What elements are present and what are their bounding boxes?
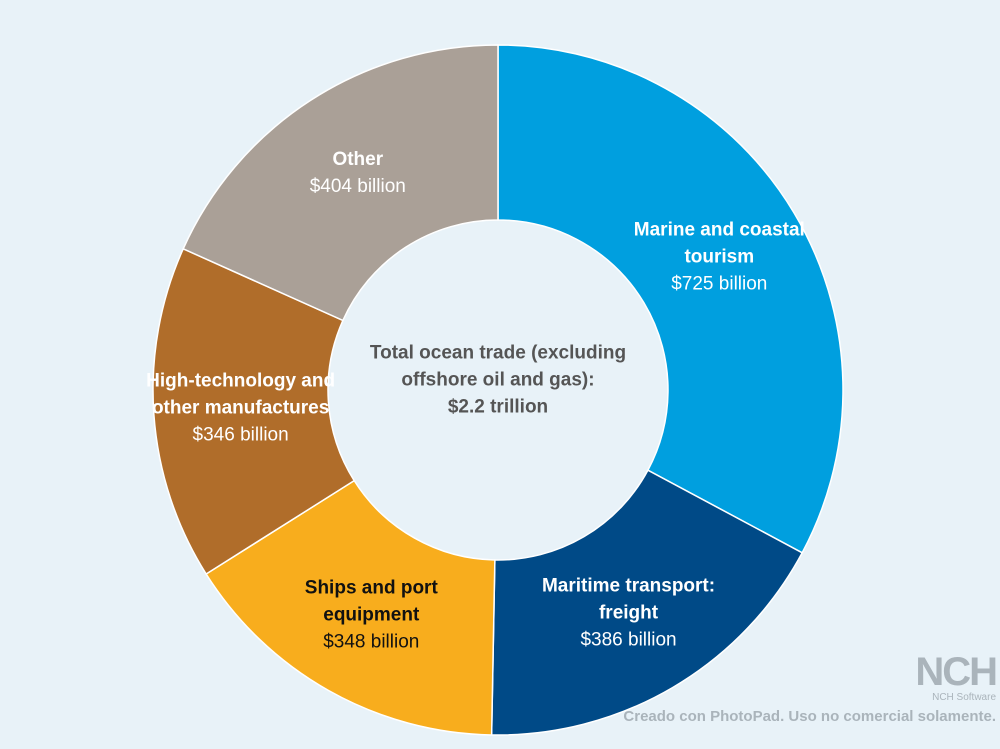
segment-label: Maritime transport: freight $386 billion xyxy=(529,572,729,653)
segment-value: $404 billion xyxy=(309,176,406,198)
segment-value: $725 billion xyxy=(671,273,768,295)
segment-label: Marine and coastal tourism $725 billion xyxy=(619,217,819,298)
center-text: Total ocean trade (excluding offshore oi… xyxy=(369,342,627,391)
watermark-logo: NCH xyxy=(915,650,998,694)
segment-value: $346 billion xyxy=(192,424,289,446)
segment-name: Marine and coastal tourism xyxy=(633,219,805,268)
donut-segment xyxy=(152,247,356,576)
center-label: Total ocean trade (excluding offshore oi… xyxy=(353,340,643,421)
segment-label: High-technology and other manufactures $3… xyxy=(141,368,341,449)
segment-name: Other xyxy=(332,149,384,171)
segment-name: Ships and port equipment xyxy=(304,577,438,626)
watermark-notice: Creado con PhotoPad. Uso no comercial so… xyxy=(623,708,996,725)
segment-label: Other $404 billion xyxy=(258,146,458,200)
donut-segment xyxy=(497,44,844,554)
segment-name: Maritime transport: freight xyxy=(541,575,716,624)
donut-segment xyxy=(490,469,804,736)
center-value: $2.2 trillion xyxy=(447,396,549,418)
segment-value: $386 billion xyxy=(580,629,677,651)
donut-segment xyxy=(182,44,499,322)
watermark-company: NCH Software xyxy=(932,692,996,703)
donut-segment xyxy=(205,479,496,736)
segment-name: High-technology and other manufactures xyxy=(146,370,336,419)
segment-value: $348 billion xyxy=(323,631,420,653)
segment-label: Ships and port equipment $348 billion xyxy=(271,574,471,655)
